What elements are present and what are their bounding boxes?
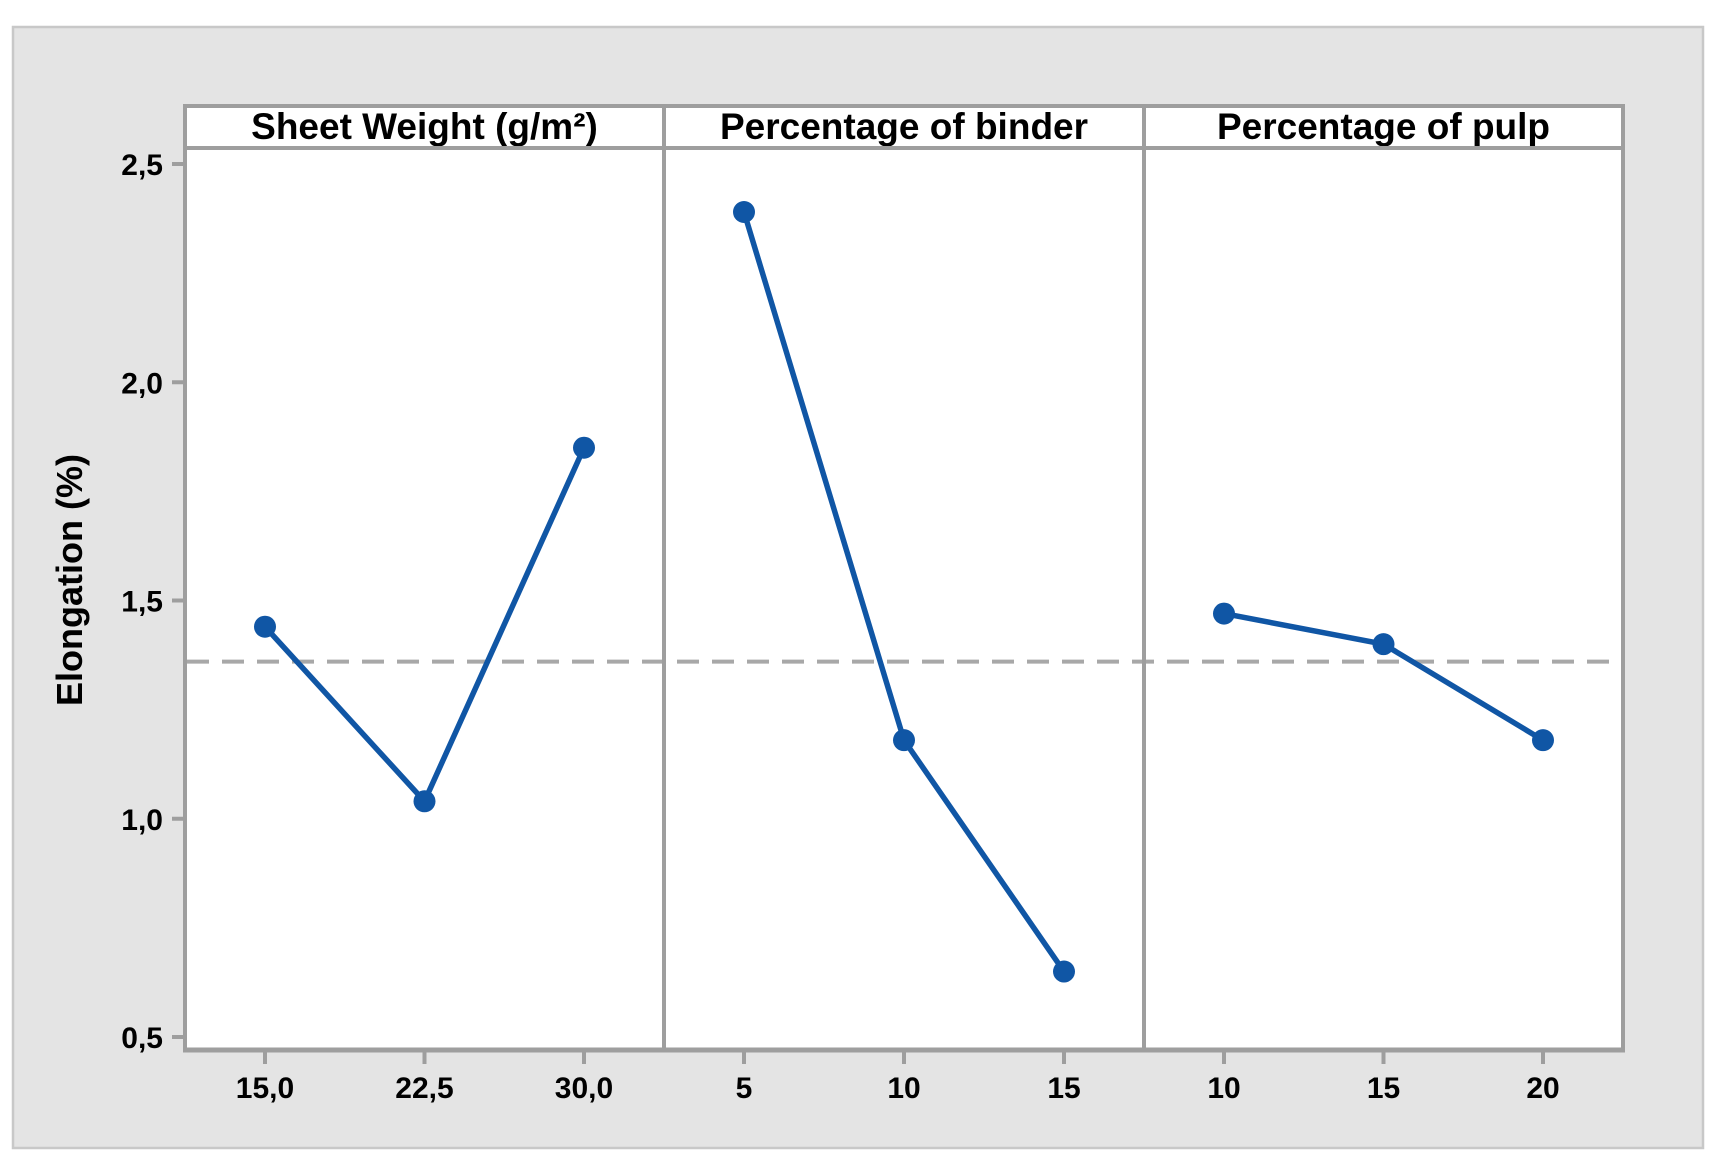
y-tick-label: 1,0: [121, 804, 163, 837]
x-tick-label: 15,0: [236, 1072, 294, 1105]
data-point: [1053, 960, 1075, 983]
x-tick-label: 15: [1047, 1072, 1080, 1105]
y-tick-label: 0,5: [121, 1022, 163, 1055]
x-tick-label: 15: [1367, 1072, 1400, 1105]
data-point: [1532, 729, 1554, 752]
data-point: [573, 436, 595, 459]
y-tick-label: 2,5: [121, 149, 163, 182]
panel-title: Percentage of pulp: [1217, 106, 1550, 147]
data-point: [413, 790, 436, 813]
data-point: [1372, 633, 1395, 656]
data-point: [893, 729, 915, 752]
panel-title: Percentage of binder: [720, 106, 1088, 147]
data-point: [1213, 602, 1235, 625]
y-tick-label: 2,0: [121, 367, 163, 400]
x-tick-label: 22,5: [395, 1072, 453, 1105]
y-tick-label: 1,5: [121, 586, 163, 619]
x-tick-label: 30,0: [555, 1072, 613, 1105]
data-point: [254, 615, 276, 638]
x-tick-label: 20: [1526, 1072, 1559, 1105]
x-tick-label: 10: [887, 1072, 920, 1105]
x-tick-label: 10: [1207, 1072, 1240, 1105]
panel-title: Sheet Weight (g/m²): [251, 106, 598, 147]
x-tick-label: 5: [736, 1072, 753, 1105]
y-axis-title: Elongation (%): [49, 454, 90, 706]
data-point: [733, 201, 755, 224]
plot-area: [185, 106, 1623, 1050]
